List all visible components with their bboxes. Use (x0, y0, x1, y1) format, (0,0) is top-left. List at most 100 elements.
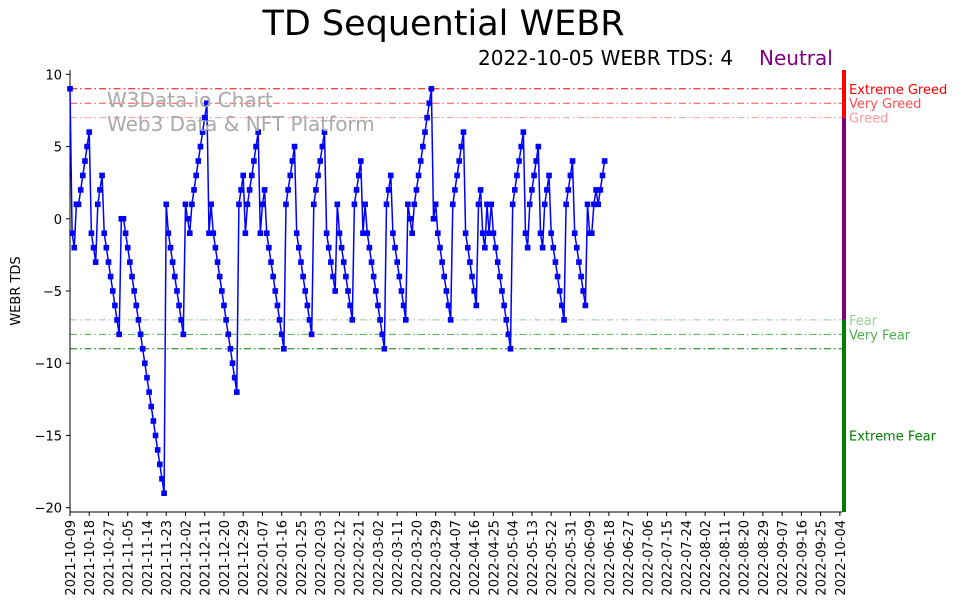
y-tick-label: −5 (43, 285, 62, 300)
side-indicator-band (842, 70, 846, 118)
data-point (109, 288, 116, 294)
data-point (456, 158, 463, 164)
data-point (535, 143, 542, 150)
data-point (477, 187, 484, 193)
side-zone-label: Extreme Fear (849, 429, 937, 444)
data-point (120, 215, 127, 222)
data-point (383, 201, 390, 208)
x-tick-label: 2022-09-07 (776, 520, 791, 596)
data-point (464, 244, 471, 251)
data-point (159, 475, 165, 482)
data-point (571, 230, 578, 237)
data-point (582, 302, 589, 309)
data-point (599, 172, 606, 179)
data-point (373, 288, 379, 294)
x-tick-label: 2021-11-23 (160, 520, 175, 596)
data-point (150, 418, 157, 424)
data-point (541, 201, 548, 208)
data-point (368, 259, 375, 265)
x-tick-label: 2021-12-20 (218, 520, 233, 596)
side-zone-label: Extreme Greed (849, 83, 947, 98)
data-point (191, 187, 197, 193)
data-point (129, 273, 135, 280)
data-point (184, 215, 191, 222)
data-point (366, 244, 373, 251)
x-tick-label: 2022-02-21 (353, 520, 368, 596)
data-point (471, 288, 477, 294)
data-point (234, 389, 240, 395)
side-indicator-band (842, 117, 846, 320)
data-point (300, 273, 306, 280)
data-point (370, 273, 377, 280)
data-point (445, 302, 452, 309)
data-point (556, 288, 563, 294)
data-point (405, 201, 411, 208)
data-point (484, 201, 490, 208)
data-point (330, 273, 336, 280)
watermark-line-1: W3Data.io Chart (107, 88, 273, 112)
data-point (355, 172, 362, 179)
data-point (422, 129, 428, 135)
data-point (319, 143, 326, 150)
x-tick-label: 2022-09-25 (815, 520, 830, 596)
y-tick-label: −20 (35, 502, 62, 517)
data-point (114, 317, 120, 323)
x-tick-label: 2022-02-03 (314, 520, 329, 596)
data-point (139, 345, 146, 352)
x-tick-label: 2022-01-16 (276, 520, 291, 596)
data-point (516, 158, 522, 164)
data-point (458, 143, 465, 150)
data-point (274, 302, 281, 309)
x-tick-label: 2022-08-20 (738, 520, 753, 596)
data-point (426, 100, 433, 107)
data-point (533, 158, 539, 164)
data-point (497, 273, 503, 280)
data-point (99, 172, 105, 179)
data-point (569, 158, 576, 164)
data-point (524, 244, 531, 251)
data-point (488, 201, 495, 208)
data-point (285, 187, 291, 193)
x-tick-label: 2022-03-20 (410, 520, 425, 596)
data-point (507, 345, 514, 352)
x-tick-label: 2022-04-25 (487, 520, 502, 596)
data-point (394, 259, 400, 265)
data-point (580, 288, 587, 294)
data-point (531, 172, 537, 179)
data-point (287, 172, 294, 179)
data-point (67, 85, 73, 92)
data-point (154, 447, 161, 453)
data-point (283, 201, 289, 208)
data-point (398, 288, 405, 294)
data-point (492, 244, 499, 251)
watermark-line-2: Web3 Data & NFT Platform (107, 112, 375, 136)
x-tick-label: 2022-07-15 (661, 520, 676, 596)
x-tick-label: 2022-07-06 (641, 520, 656, 596)
data-point (338, 244, 345, 251)
y-axis-label: WEBR TDS (9, 256, 24, 325)
data-point (101, 230, 108, 237)
data-point (146, 389, 152, 395)
data-point (263, 230, 270, 237)
data-point (251, 158, 257, 164)
x-tick-label: 2022-03-29 (430, 520, 445, 596)
data-point (501, 302, 507, 309)
data-point (340, 259, 347, 265)
data-point (567, 172, 574, 179)
data-point (84, 143, 90, 150)
x-tick-label: 2022-06-27 (622, 520, 637, 596)
data-point (278, 331, 285, 338)
data-point (124, 244, 131, 251)
x-tick-label: 2022-08-02 (699, 520, 714, 596)
data-point (475, 201, 482, 208)
data-point (593, 187, 599, 193)
data-point (518, 143, 525, 150)
data-point (259, 201, 266, 208)
x-tick-label: 2022-03-11 (391, 520, 406, 596)
data-point (137, 331, 144, 338)
data-point (576, 259, 582, 265)
data-point (454, 172, 460, 179)
chart-subtitle: 2022-10-05 WEBR TDS: 4 (478, 46, 734, 70)
data-point (133, 302, 140, 309)
